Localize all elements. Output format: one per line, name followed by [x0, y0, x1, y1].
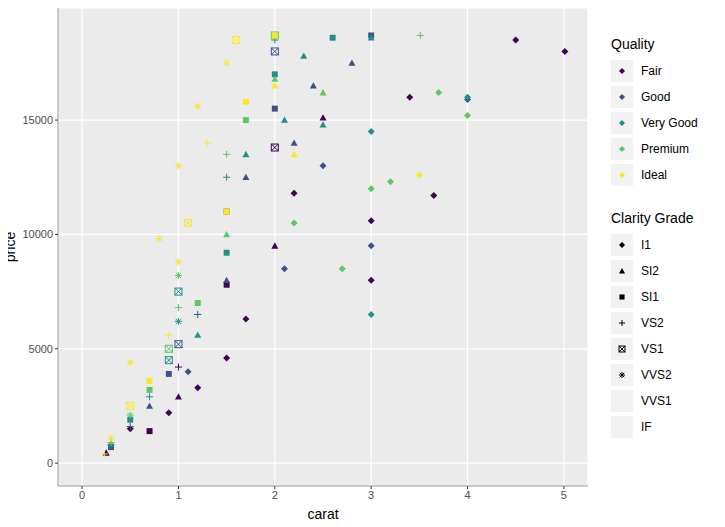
- html-text:Ideal: Ideal: [641, 168, 667, 182]
- html-text:SI2: SI2: [641, 264, 659, 278]
- html-text:VVS2: VVS2: [641, 368, 672, 382]
- svg-text:5: 5: [561, 489, 567, 501]
- svg-text:5000: 5000: [29, 343, 53, 355]
- html-text:Clarity Grade: Clarity Grade: [611, 210, 694, 226]
- html-text:VS2: VS2: [641, 316, 664, 330]
- html-text:Good: Good: [641, 90, 671, 104]
- html-text:I1: I1: [641, 238, 651, 252]
- html-text:Very Good: Very Good: [641, 116, 698, 130]
- svg-text:price: price: [8, 232, 18, 263]
- svg-text:10000: 10000: [22, 228, 53, 240]
- html-text:VVS1: VVS1: [641, 394, 672, 408]
- html-text:Premium: Premium: [641, 142, 689, 156]
- svg-text:0: 0: [79, 489, 85, 501]
- html-text:IF: IF: [641, 420, 652, 434]
- svg-text:3: 3: [368, 489, 374, 501]
- svg-text:0: 0: [47, 457, 53, 469]
- html-text:SI1: SI1: [641, 290, 659, 304]
- html-text:Fair: Fair: [641, 64, 662, 78]
- svg-text:4: 4: [464, 489, 470, 501]
- html-text:VS1: VS1: [641, 342, 664, 356]
- svg-text:15000: 15000: [22, 114, 53, 126]
- svg-text:2: 2: [272, 489, 278, 501]
- svg-text:carat: carat: [307, 506, 338, 519]
- svg-text:1: 1: [175, 489, 181, 501]
- html-text:Quality: Quality: [611, 36, 655, 52]
